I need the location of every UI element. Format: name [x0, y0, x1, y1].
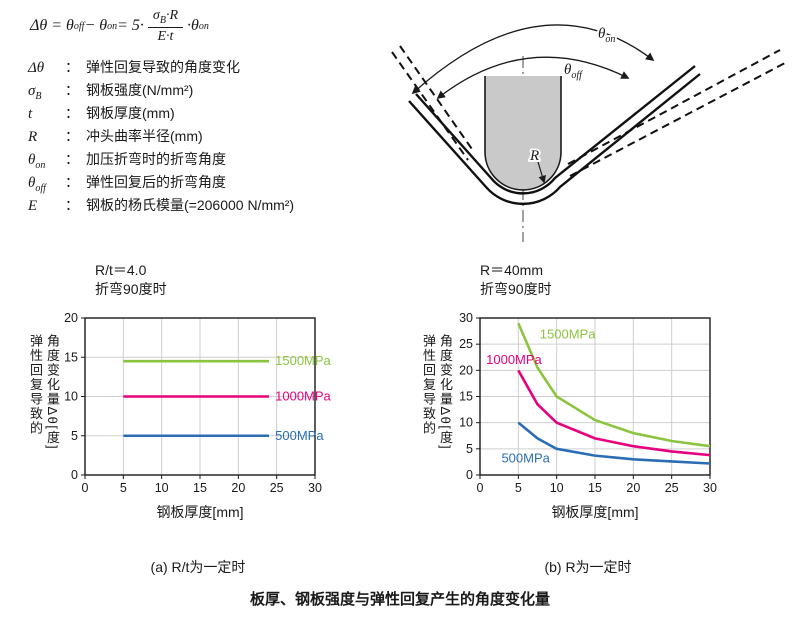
x-tick-label: 30 [703, 481, 717, 495]
y-tick-label: 25 [459, 337, 473, 351]
legend-item: θon ： 加压折弯时的折弯角度 [28, 151, 226, 171]
sheet-springback-lines [391, 45, 786, 177]
theta-off-arc [436, 56, 630, 100]
theta-on-subscript: on [605, 34, 615, 45]
theta-on-symbol: θ [598, 26, 606, 42]
x-tick-label: 20 [231, 481, 245, 495]
legend-item: θoff ： 弹性回复后的折弯角度 [28, 174, 226, 194]
chart-a-x-axis-label: 钢板厚度[mm] [156, 504, 244, 520]
sheet-pressed-outer-line [408, 73, 701, 205]
y-tick-label: 30 [459, 311, 473, 325]
series-label: 1500MPa [275, 353, 331, 368]
y-tick-label: 10 [64, 390, 78, 404]
legend-item: Δθ ： 弹性回复导致的角度变化 [28, 59, 240, 76]
chart-b-plot: 0 5 10 15 20 25 30 0 5 10 15 20 25 30 1500MPa 1000MPa 50… [459, 311, 717, 495]
bending-diagram: θon θoff R [391, 24, 786, 242]
x-tick-label: 10 [550, 481, 564, 495]
y-tick-label: 0 [71, 468, 78, 482]
symbol-legend: Δθ ： 弹性回复导致的角度变化 σB ： 钢板强度(N/mm²) t ： 钢板… [28, 56, 294, 217]
y-tick-label: 15 [64, 350, 78, 364]
x-tick-label: 15 [588, 481, 602, 495]
x-tick-label: 5 [120, 481, 127, 495]
theta-on-arc [411, 24, 655, 95]
figure-main-title: 板厚、钢板强度与弹性回复产生的角度变化量 [249, 591, 550, 608]
springback-formula: Δθ = θ off − θ on = 5· σB·R E·t ·θ on [30, 8, 209, 45]
formula-sub-off: off [73, 20, 85, 32]
punch-shape [484, 76, 562, 191]
y-tick-label: 5 [466, 442, 473, 456]
y-tick-label: 5 [71, 429, 78, 443]
theta-off-subscript: off [571, 70, 583, 81]
theta-off-label: θoff [564, 62, 583, 81]
y-tick-label: 0 [466, 468, 473, 482]
y-tick-label: 15 [459, 390, 473, 404]
formula-fraction: σB·R E·t [147, 8, 183, 45]
x-tick-label: 15 [193, 481, 207, 495]
chart-a-plot: 0 5 10 15 20 25 30 0 5 10 15 20 1500MPa 1000MPa 500MPa [64, 311, 331, 495]
radius-label: R [529, 148, 539, 164]
series-line [517, 369, 711, 457]
y-tick-label: 20 [64, 311, 78, 325]
series-line [517, 322, 711, 448]
series-label: 500MPa [501, 450, 550, 465]
formula-lhs: Δθ = θ [30, 17, 74, 35]
theta-on-label: θon [598, 26, 615, 45]
caption-b: (b) R为一定时 [544, 559, 632, 575]
x-tick-label: 25 [270, 481, 284, 495]
x-tick-label: 5 [515, 481, 522, 495]
x-tick-label: 25 [665, 481, 679, 495]
chart-b-x-axis-label: 钢板厚度[mm] [551, 504, 639, 520]
chart-a-y-axis-label: 弹性回复导致的 角度变化量Δθ[度] [28, 334, 60, 451]
legend-item: R ： 冲头曲率半径(mm) [28, 128, 203, 145]
formula-sub-on: on [107, 20, 118, 32]
x-tick-label: 20 [626, 481, 640, 495]
series-line [517, 421, 711, 465]
series-label: 500MPa [275, 428, 324, 443]
series-label: 1000MPa [275, 389, 331, 404]
radius-arrow [537, 161, 546, 184]
formula-denominator: E·t [157, 28, 174, 44]
theta-off-symbol: θ [564, 62, 572, 78]
sheet-pressed-inner-line [415, 65, 696, 195]
formula-numerator: σB·R [147, 8, 183, 28]
x-tick-label: 10 [155, 481, 169, 495]
y-tick-label: 20 [459, 363, 473, 377]
x-tick-label: 30 [308, 481, 322, 495]
y-tick-label: 10 [459, 416, 473, 430]
caption-a: (a) R/t为一定时 [150, 559, 246, 575]
x-tick-label: 0 [82, 481, 89, 495]
chart-b-y-axis-label: 弹性回复导致的 角度变化量Δθ[度] [421, 334, 453, 451]
legend-item: t ： 钢板厚度(mm) [28, 105, 175, 122]
x-tick-label: 0 [477, 481, 484, 495]
chart-a-title: R/t＝4.0 折弯90度时 [95, 262, 167, 297]
chart-b-title: R＝40mm 折弯90度时 [480, 262, 552, 297]
legend-item: σB ： 钢板强度(N/mm²) [28, 82, 194, 102]
legend-item: E ： 钢板的杨氏模量(=206000 N/mm²) [28, 197, 295, 214]
series-label: 1500MPa [540, 327, 596, 342]
series-label: 1000MPa [486, 352, 542, 367]
